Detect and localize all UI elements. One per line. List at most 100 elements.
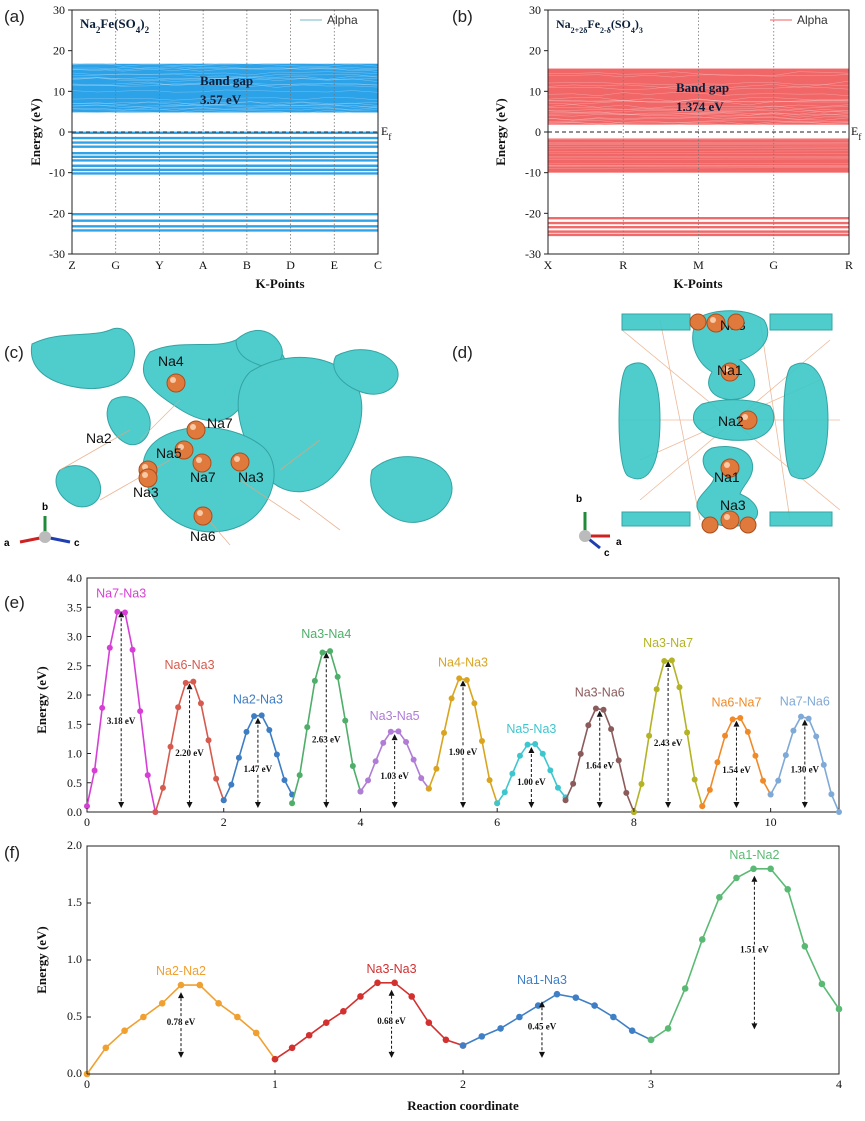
a-kpoint-label: Z <box>68 258 75 272</box>
a-bandgap-value: 3.57 eV <box>200 92 242 107</box>
b-kpoint-label: R <box>845 258 853 272</box>
f-y-axis-title: Energy (eV) <box>34 926 49 994</box>
d-axis-label-c: c <box>604 548 610 559</box>
e-data-point <box>167 743 174 750</box>
a-y-tick-label: 10 <box>53 84 65 98</box>
f-data-point <box>767 865 774 873</box>
c-atom-label: Na3 <box>238 469 264 485</box>
a-band-line <box>71 109 379 115</box>
a-conduction-band <box>72 63 378 113</box>
e-data-point <box>798 713 805 720</box>
b-y-tick-label: 10 <box>529 84 541 98</box>
a-formula-part: 2 <box>145 25 150 35</box>
e-data-point <box>836 809 842 815</box>
b-formula-title: Na2+2δFe2-δ(SO4)3 <box>556 17 643 35</box>
e-barrier-label-bg <box>311 734 342 746</box>
d-axes: b c a <box>576 494 622 559</box>
e-data-point <box>668 657 675 664</box>
a-band-line <box>71 104 379 109</box>
f-series-group: 0.78 eV Na2-Na2 0.68 eV Na3-Na3 0.45 eV Na1-N… <box>83 848 843 1078</box>
f-data-point <box>818 980 826 988</box>
f-data-point <box>391 979 398 987</box>
e-data-point <box>205 737 212 744</box>
e-data-point <box>91 767 98 774</box>
e-data-point <box>121 609 128 616</box>
e-data-point <box>129 646 136 653</box>
e-series-line <box>428 677 498 804</box>
e-arrow-head <box>801 719 808 726</box>
b-band-line <box>547 147 850 150</box>
f-data-point <box>102 1044 110 1052</box>
e-data-point <box>327 648 334 655</box>
c-atom <box>193 506 213 526</box>
a-bandgap-label: Band gap <box>200 73 253 88</box>
f-x-tick-label: 3 <box>648 1077 654 1091</box>
e-x-tick-label: 2 <box>221 815 227 829</box>
panel-letter-d: (d) <box>452 343 473 362</box>
c-axis-label-a: a <box>4 538 10 549</box>
a-formula-part: 4 <box>136 25 141 35</box>
e-series-name: Na6-Na7 <box>711 696 761 710</box>
d-atom <box>739 516 757 534</box>
e-arrow-head <box>460 680 466 687</box>
a-band-line <box>72 63 379 67</box>
e-series-group: 3.18 eV Na7-Na3 2.20 eV Na6-Na3 1.47 eV Na2-N… <box>84 586 842 815</box>
d-axis-label-a: a <box>616 537 622 548</box>
e-arrow-head <box>733 802 740 808</box>
b-x-axis-title: K-Points <box>673 276 722 291</box>
e-data-point <box>235 754 242 761</box>
b-formula-part: ) <box>635 17 639 31</box>
e-y-tick-label: 3.0 <box>67 630 82 644</box>
c-atom-highlight <box>142 464 148 470</box>
e-barrier-label-bg <box>721 765 752 777</box>
b-kpoint-label: M <box>693 258 704 272</box>
d-axis-origin <box>579 530 591 542</box>
e-barrier-label-bg <box>653 738 684 750</box>
b-bandgap-label: Band gap <box>676 80 729 95</box>
a-legend-label: Alpha <box>327 13 358 27</box>
a-band-line <box>71 83 379 88</box>
e-data-point <box>387 728 394 735</box>
d-atom-highlight <box>742 414 748 420</box>
f-arrow-head <box>538 1001 545 1008</box>
e-data-point <box>494 800 501 807</box>
f-arrow-head <box>388 989 395 996</box>
f-data-point <box>288 1044 296 1052</box>
e-arrow-head <box>391 734 398 741</box>
e-arrow-head <box>801 802 808 808</box>
a-formula-part: 2 <box>96 25 101 35</box>
b-kpoint-label: G <box>769 258 778 272</box>
f-x-tick-label: 2 <box>460 1077 466 1091</box>
d-atom-highlight <box>710 317 716 323</box>
e-data-point <box>175 704 182 711</box>
c-atom-highlight <box>196 457 202 463</box>
b-band-line <box>547 100 849 106</box>
e-data-point <box>805 715 812 722</box>
band-structure-chart-b: -30 -20 -10 0 10 20 30 X R M G R K-Points Energy (… <box>493 3 861 291</box>
e-series-line <box>154 680 225 813</box>
e-data-point <box>456 675 463 682</box>
c-axis-label-c: c <box>74 538 80 549</box>
a-kpoint-label: D <box>286 258 295 272</box>
d-iso-blob <box>693 399 775 441</box>
f-series-name: Na3-Na3 <box>367 962 417 976</box>
f-arrow-head <box>751 1023 758 1030</box>
c-axis-label-b: b <box>42 502 48 513</box>
f-data-point <box>305 1031 313 1039</box>
f-arrow-head <box>538 1051 545 1058</box>
e-data-point <box>281 777 288 784</box>
b-bandgap-value: 1.374 eV <box>676 99 724 114</box>
e-data-point <box>737 715 744 722</box>
e-data-point <box>729 716 736 723</box>
f-barrier-label-bg <box>526 1021 557 1033</box>
a-y-tick-label: 0 <box>59 125 65 139</box>
panel-letter-e: (e) <box>4 593 25 612</box>
e-barrier-label: 1.00 eV <box>517 777 546 787</box>
e-y-tick-label: 0.0 <box>67 805 82 819</box>
e-barrier-label: 1.03 eV <box>380 771 409 781</box>
e-data-point <box>433 765 440 772</box>
c-iso-blob <box>55 465 102 508</box>
e-data-point <box>562 797 569 804</box>
e-data-point <box>289 800 296 807</box>
